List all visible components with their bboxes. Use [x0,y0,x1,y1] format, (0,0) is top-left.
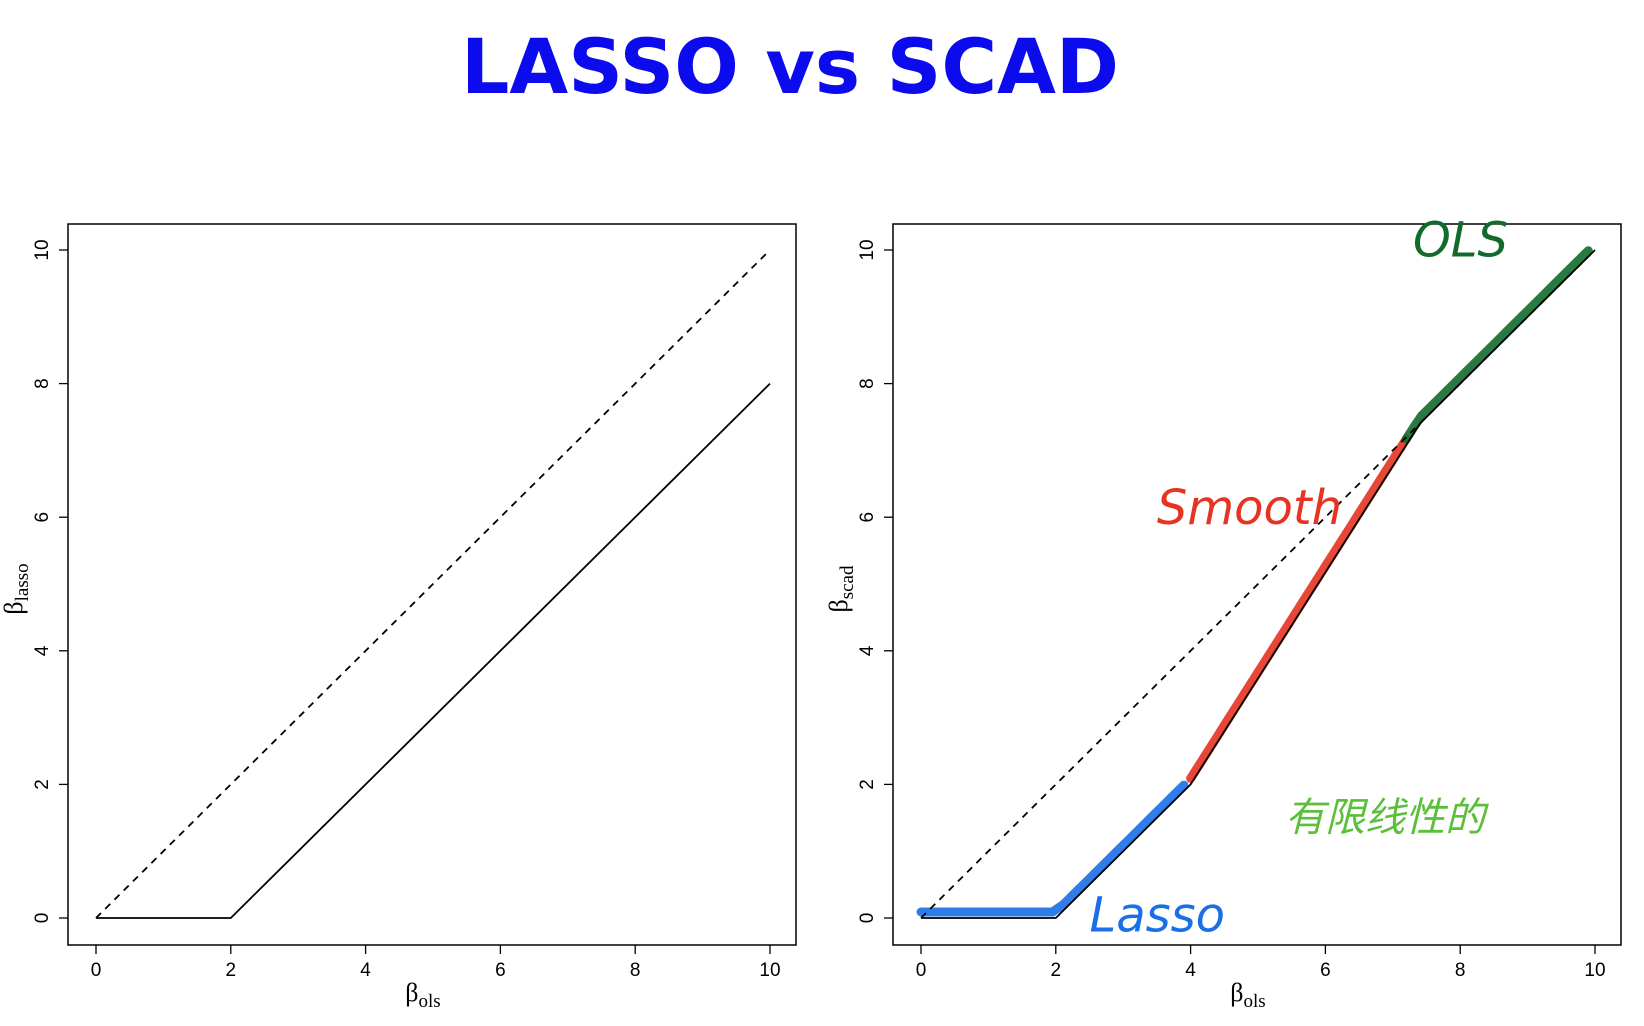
y-tick-label: 10 [32,239,53,260]
x-tick-label: 8 [630,960,641,981]
scad-plot: 0 2 4 6 8 10 0 2 4 6 8 10 βols βscad Lasso Smooth OLS 有限线… [824,213,1622,1012]
y-tick-label: 2 [32,779,53,790]
y-tick-label: 0 [32,913,53,924]
x-tick-label: 2 [1051,960,1062,981]
handwritten-annotation: 有限线性的 [1285,795,1489,841]
x-tick-label: 10 [1584,960,1605,981]
x-axis-label: βols [405,978,440,1012]
x-tick-label: 4 [1185,960,1196,981]
identity-line [920,249,1596,919]
y-axis-label: βlasso [0,563,33,614]
y-tick-label: 8 [857,378,878,389]
annotation-highlight [1186,434,1411,783]
estimator-line [96,382,771,919]
y-tick-label: 4 [857,645,878,656]
y-tick-label: 0 [857,913,878,924]
annotation-highlight [1401,246,1593,444]
y-tick-label: 2 [857,779,878,790]
x-tick-label: 0 [916,960,927,981]
y-tick-label: 8 [32,378,53,389]
annotation-highlight [916,780,1189,917]
identity-line [95,249,771,919]
y-tick-label: 6 [857,512,878,523]
x-tick-label: 0 [91,960,102,981]
x-tick-label: 4 [360,960,371,981]
handwritten-annotation: Smooth [1157,480,1342,536]
x-tick-label: 8 [1455,960,1466,981]
x-tick-label: 10 [759,960,780,981]
estimator-line [921,249,1596,919]
x-axis-label: βols [1230,978,1265,1012]
y-tick-label: 10 [857,239,878,260]
x-tick-label: 6 [495,960,506,981]
x-tick-label: 6 [1320,960,1331,981]
y-tick-label: 6 [32,512,53,523]
handwritten-annotation: OLS [1413,213,1508,269]
scad-plot-frame [892,223,1622,946]
x-tick-label: 2 [226,960,237,981]
lasso-plot: 0 2 4 6 8 10 0 2 4 6 8 10 βols βlasso [0,223,797,1012]
y-tick-label: 4 [32,645,53,656]
lasso-plot-frame [67,223,797,946]
y-axis-label: βscad [824,565,858,612]
handwritten-annotation: Lasso [1090,887,1226,943]
slide-title: LASSO vs SCAD [460,22,1120,111]
